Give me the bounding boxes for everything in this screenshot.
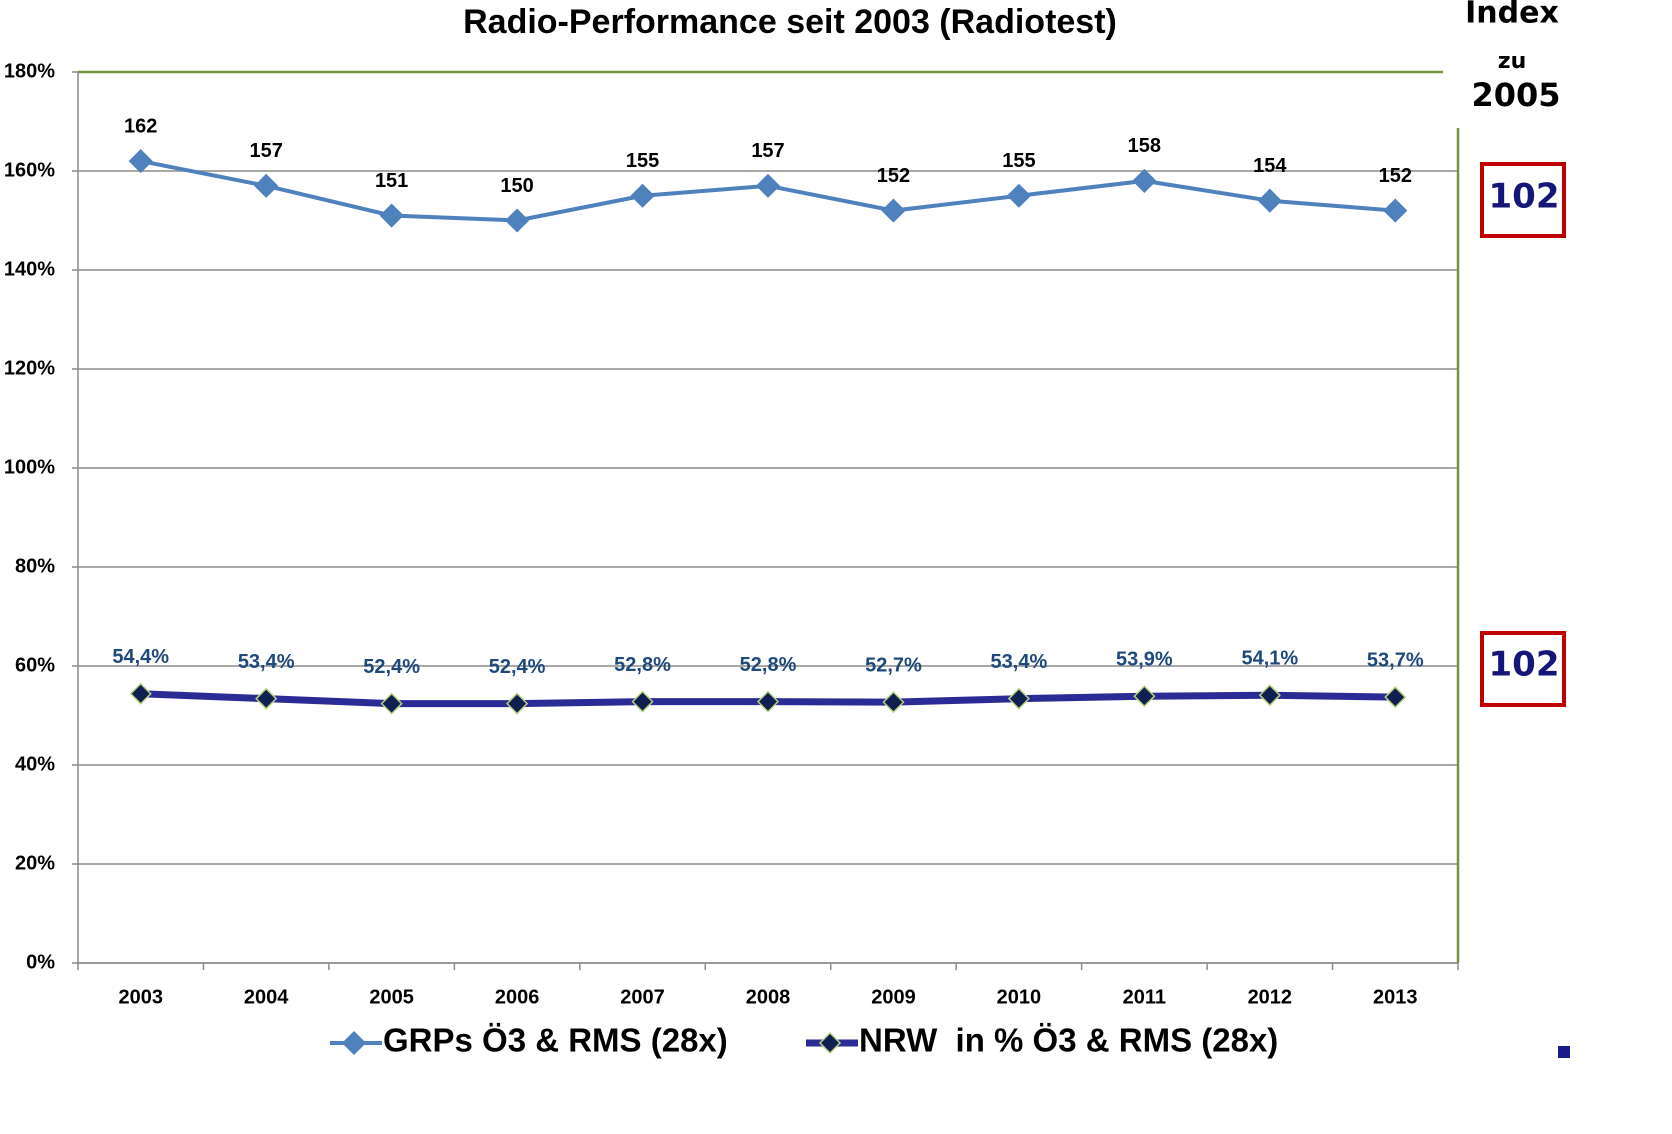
y-tick-label: 80% <box>15 555 55 577</box>
data-point <box>1132 168 1157 193</box>
data-point <box>380 692 403 715</box>
data-point <box>1133 685 1156 708</box>
index-value: 102 <box>1489 177 1560 217</box>
data-point <box>881 198 906 223</box>
data-label: 152 <box>1379 165 1412 187</box>
x-tick-label: 2004 <box>244 986 289 1008</box>
y-tick-label: 180% <box>4 60 55 82</box>
x-tick-label: 2009 <box>871 986 916 1008</box>
data-point <box>506 692 529 715</box>
data-point <box>631 690 654 713</box>
data-label: 54,4% <box>112 646 169 668</box>
data-point <box>1006 183 1031 208</box>
data-point <box>1007 687 1030 710</box>
data-label: 53,7% <box>1367 649 1424 671</box>
index-value: 102 <box>1489 645 1560 685</box>
data-point <box>379 203 404 228</box>
x-tick-label: 2005 <box>369 986 414 1008</box>
y-tick-label: 0% <box>26 951 55 973</box>
data-label: 52,4% <box>489 656 546 678</box>
data-label: 155 <box>626 150 659 172</box>
x-tick-label: 2013 <box>1373 986 1418 1008</box>
data-label: 158 <box>1128 135 1161 157</box>
index-box <box>1480 162 1566 238</box>
data-label: 150 <box>500 175 533 197</box>
index-label: 2005 <box>1471 76 1560 114</box>
decoration <box>1558 1046 1570 1058</box>
data-label: 54,1% <box>1241 647 1298 669</box>
y-tick-label: 120% <box>4 357 55 379</box>
data-point <box>128 149 153 174</box>
data-point <box>1257 188 1282 213</box>
y-tick-label: 160% <box>4 159 55 181</box>
data-label: 52,7% <box>865 654 922 676</box>
x-tick-label: 2003 <box>118 986 163 1008</box>
data-point <box>882 691 905 714</box>
data-point <box>255 687 278 710</box>
data-point <box>755 173 781 198</box>
legend-label: GRPs Ö3 & RMS (28x) <box>383 1022 728 1059</box>
y-tick-label: 60% <box>15 654 55 676</box>
data-point <box>129 682 152 705</box>
data-label: 157 <box>249 140 282 162</box>
data-label: 157 <box>751 140 784 162</box>
data-point <box>1384 686 1407 709</box>
x-tick-label: 2008 <box>746 986 791 1008</box>
data-label: 53,4% <box>991 651 1048 673</box>
index-label: Index <box>1465 0 1559 31</box>
data-label: 152 <box>877 165 910 187</box>
y-tick-label: 20% <box>15 852 55 874</box>
legend-label: NRW in % Ö3 & RMS (28x) <box>859 1022 1278 1059</box>
legend-marker <box>818 1031 842 1055</box>
data-label: 52,8% <box>614 654 671 676</box>
x-tick-label: 2006 <box>495 986 540 1008</box>
data-label: 53,9% <box>1116 648 1173 670</box>
data-point <box>505 208 530 233</box>
data-label: 52,8% <box>740 654 797 676</box>
y-tick-label: 100% <box>4 456 55 478</box>
data-point <box>756 690 780 713</box>
y-tick-label: 140% <box>4 258 55 280</box>
data-label: 155 <box>1002 150 1035 172</box>
data-point <box>1383 198 1408 223</box>
x-tick-label: 2010 <box>997 986 1042 1008</box>
y-tick-label: 40% <box>15 753 55 775</box>
data-point <box>1258 684 1281 707</box>
x-tick-label: 2007 <box>620 986 665 1008</box>
data-point <box>630 183 655 208</box>
x-tick-label: 2011 <box>1123 986 1166 1008</box>
legend-marker <box>341 1030 367 1056</box>
index-box <box>1480 631 1566 707</box>
data-label: 53,4% <box>238 651 295 673</box>
x-tick-label: 2012 <box>1248 986 1293 1008</box>
data-label: 52,4% <box>363 656 420 678</box>
chart-title: Radio-Performance seit 2003 (Radiotest) <box>463 3 1117 41</box>
data-point <box>254 173 279 198</box>
data-label: 151 <box>375 170 408 192</box>
index-label: zu <box>1498 49 1526 74</box>
data-label: 162 <box>124 115 157 137</box>
data-label: 154 <box>1253 155 1287 177</box>
